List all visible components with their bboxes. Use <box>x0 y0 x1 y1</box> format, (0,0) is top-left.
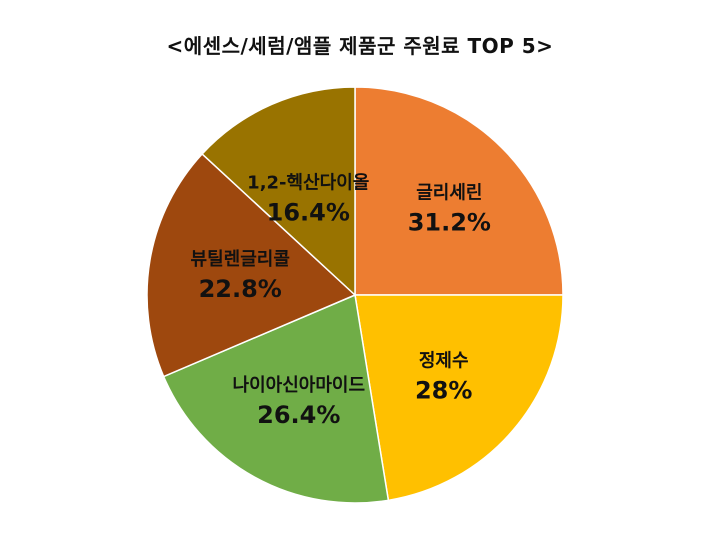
slice-value-label: 31.2% <box>408 209 491 237</box>
pie-slices <box>146 86 564 504</box>
slice-label: 글리세린 <box>416 183 482 204</box>
slice-value-label: 26.4% <box>257 401 340 429</box>
pie-labels: 글리세린 31.2% 정제수 28% 나이아신아마이드 26.4% 뷰틸렌글리콜 22.8% 1… <box>191 172 491 429</box>
pie-slice <box>201 86 356 297</box>
pie-slice <box>162 293 390 504</box>
slice-label: 뷰틸렌글리콜 <box>191 249 290 270</box>
pie-slice <box>146 152 357 378</box>
pie-slice <box>354 294 564 502</box>
slice-label: 정제수 <box>419 350 469 371</box>
slice-value-label: 28% <box>415 376 472 404</box>
chart-title: <에센스/세럼/앰플 제품군 주원료 TOP 5> <box>166 34 554 58</box>
slice-label: 나이아신아마이드 <box>233 375 365 396</box>
slice-value-label: 22.8% <box>199 275 282 303</box>
pie-slice <box>354 86 564 296</box>
slice-value-label: 16.4% <box>267 198 350 226</box>
slice-label: 1,2-헥산다이올 <box>247 172 369 193</box>
